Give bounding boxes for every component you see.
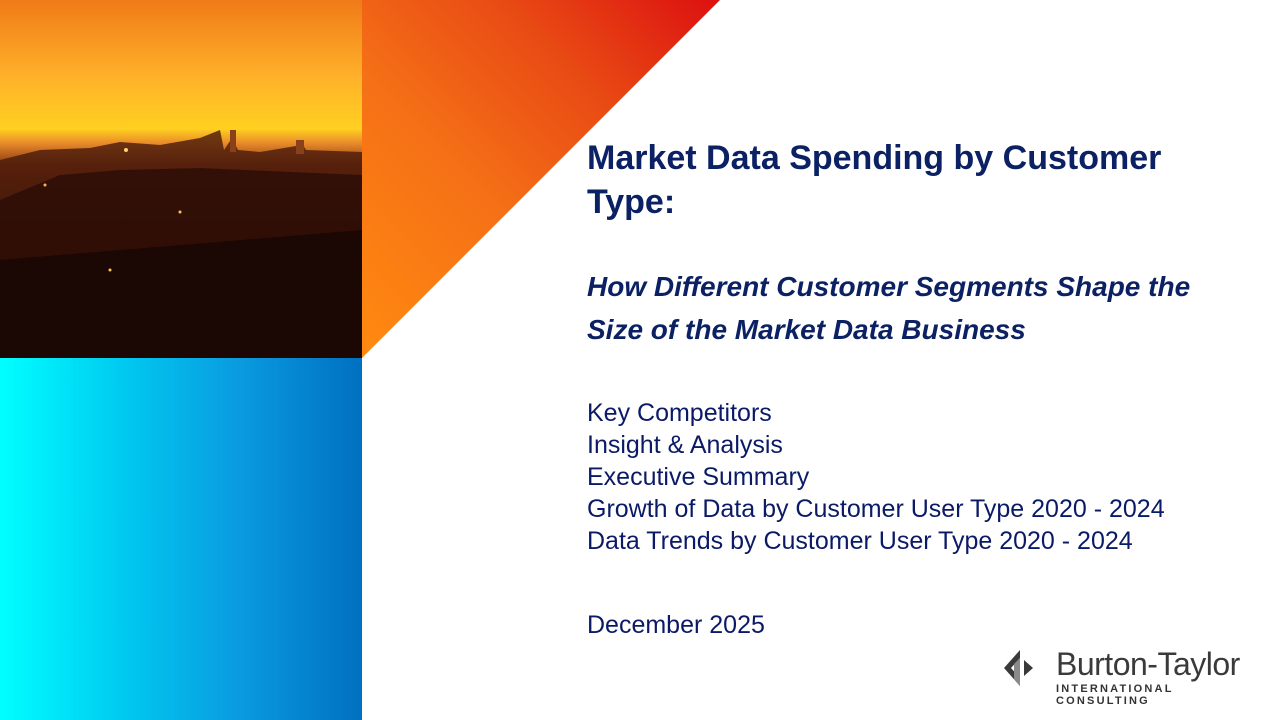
slide-title: Market Data Spending by Customer Type: [587,139,1162,221]
contents-item: Executive Summary [587,463,810,491]
diamond-logo-icon [1004,650,1033,686]
burton-taylor-logo: Burton-Taylor INTERNATIONAL CONSULTING [1002,646,1262,707]
contents-item: Data Trends by Customer User Type 2020 -… [587,527,1133,555]
slide-date: December 2025 [587,611,765,639]
blue-gradient-panel [0,358,362,720]
logo-tagline: INTERNATIONAL CONSULTING [1056,683,1174,707]
contents-item: Growth of Data by Customer User Type 202… [587,495,1165,523]
contents-list: Key Competitors Insight & Analysis Execu… [587,397,1165,557]
city-sunset-photo [0,0,362,358]
contents-item: Insight & Analysis [587,431,783,459]
city-skyline-graphic [0,130,362,358]
contents-item: Key Competitors [587,399,772,427]
slide-subtitle: How Different Customer Segments Shape th… [587,271,1191,345]
logo-name: Burton-Taylor [1056,646,1240,682]
